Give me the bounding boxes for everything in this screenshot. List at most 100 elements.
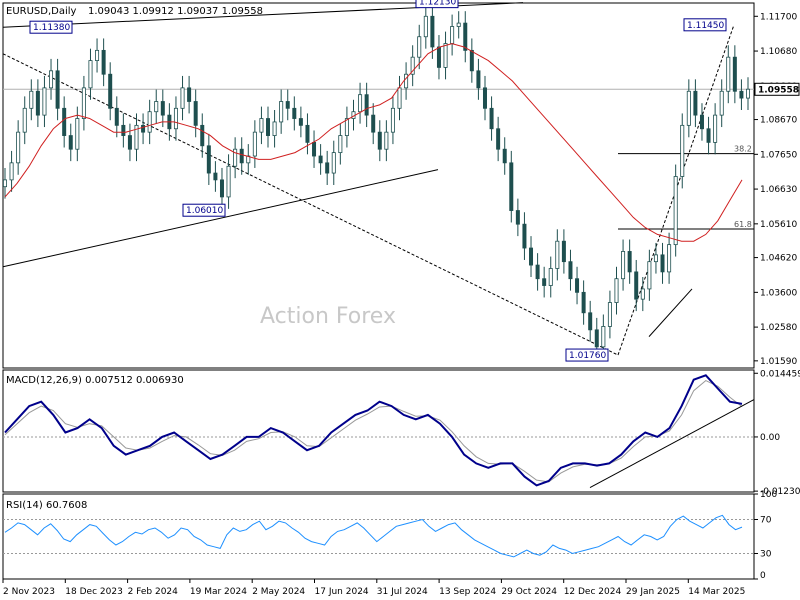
candle-body — [213, 172, 218, 181]
candle-body — [601, 326, 606, 348]
candle-body — [305, 124, 310, 143]
rsi-y-tick-label: 0 — [760, 571, 766, 581]
price-annotation-box — [683, 18, 727, 32]
candle-body — [614, 278, 619, 303]
candle-body — [62, 107, 67, 136]
candle-body — [581, 291, 586, 314]
candle-body — [430, 15, 435, 48]
candle-body — [338, 135, 343, 154]
price-y-tick-label: 1.06630 — [760, 185, 797, 195]
candle-body — [272, 121, 277, 136]
price-y-tick-label: 1.02580 — [760, 323, 797, 333]
macd-panel — [2, 369, 755, 493]
price-annotation-label: 1.11380 — [33, 23, 70, 33]
candle-body — [739, 90, 744, 99]
rsi-y-tick-label: 70 — [760, 516, 772, 526]
candle-body — [219, 179, 224, 198]
macd-y-tick-label: -0.012303 — [760, 487, 800, 497]
price-y-tick-label: 1.05610 — [760, 220, 797, 230]
candle-body — [482, 87, 487, 109]
candle-body — [699, 114, 704, 130]
candle-body — [29, 90, 34, 109]
macd-layer — [3, 374, 755, 489]
candle-body — [325, 162, 330, 174]
candle-body — [384, 131, 389, 150]
price-annotation-label: 1.12130 — [419, 0, 456, 8]
candle-body — [673, 176, 678, 246]
x-tick-label: 13 Sep 2024 — [439, 587, 496, 597]
candle-body — [121, 124, 126, 136]
candle-body — [193, 101, 198, 126]
rsi-line — [4, 514, 743, 558]
fib-level-label: 61.8 — [734, 220, 752, 229]
fib-level-label: 38.2 — [734, 145, 752, 154]
price-annotation-box — [29, 20, 73, 34]
header-ohlc: 1.09043 1.09912 1.09037 1.09558 — [88, 6, 263, 17]
candle-body — [607, 302, 612, 327]
candle-body — [42, 87, 47, 116]
candle-body — [469, 49, 474, 72]
candle-body — [22, 107, 27, 133]
candle-body — [719, 90, 724, 116]
candle-body — [423, 15, 428, 38]
candle-body — [417, 36, 422, 58]
candle-body — [561, 240, 566, 263]
price-layer: 38.2 61.8 1.11380 1.12130 1.06010 1.01760 1.11… — [2, 0, 754, 362]
price-annotation-label: 1.11450 — [687, 21, 724, 31]
candle-body — [496, 128, 501, 150]
price-annotation-box — [565, 348, 609, 362]
candle-body — [292, 107, 297, 119]
macd-y-tick-label: 0.00 — [760, 433, 780, 443]
candle-body — [726, 56, 731, 92]
candle-body — [3, 179, 8, 188]
rsi-title: RSI(14) 60.7608 — [6, 500, 87, 511]
candle-body — [266, 118, 271, 136]
price-annotation-box — [182, 203, 226, 217]
axis-layer: 1.117001.106801.096601.086701.076501.066… — [2, 12, 800, 597]
candle-body — [680, 124, 685, 177]
trend-line — [648, 288, 693, 337]
candle-body — [180, 87, 185, 109]
candle-body — [81, 87, 86, 119]
rsi-y-tick-label: 30 — [760, 550, 772, 560]
x-tick-label: 12 Dec 2024 — [564, 587, 622, 597]
x-tick-label: 18 Dec 2023 — [65, 587, 123, 597]
candle-body — [358, 94, 363, 113]
candle-body — [285, 101, 290, 109]
candle-body — [404, 73, 409, 89]
candle-body — [653, 254, 658, 263]
candle-body — [627, 251, 632, 273]
candle-body — [456, 22, 461, 27]
candle-body — [706, 128, 711, 143]
x-tick-label: 19 Mar 2024 — [190, 587, 247, 597]
trend-line — [2, 53, 619, 356]
candle-body — [647, 261, 652, 290]
candle-body — [522, 223, 527, 249]
candle-body — [443, 43, 448, 68]
candle-body — [134, 124, 139, 150]
candle-body — [463, 22, 468, 51]
price-y-tick-label: 1.07650 — [760, 150, 797, 160]
candle-body — [68, 135, 73, 150]
candle-body — [279, 101, 284, 123]
candle-body — [259, 118, 264, 133]
current-price-label: 1.09558 — [758, 85, 799, 95]
candle-body — [686, 90, 691, 126]
candle-body — [35, 90, 40, 116]
price-annotation-label: 1.01760 — [569, 351, 606, 361]
candle-body — [160, 101, 165, 116]
current-price-box — [754, 82, 800, 96]
x-tick-label: 2 Feb 2024 — [128, 587, 179, 597]
candle-body — [101, 49, 106, 75]
macd-signal-line — [4, 380, 743, 483]
candle-body — [16, 131, 21, 164]
x-tick-label: 17 Jun 2024 — [315, 587, 369, 597]
candle-body — [108, 73, 113, 109]
candle-body — [141, 124, 146, 133]
candle-body — [344, 118, 349, 136]
candle-body — [49, 70, 54, 89]
price-y-tick-label: 1.04620 — [760, 254, 797, 264]
candle-body — [147, 111, 152, 133]
candle-body — [206, 145, 211, 174]
candle-body — [239, 148, 244, 164]
